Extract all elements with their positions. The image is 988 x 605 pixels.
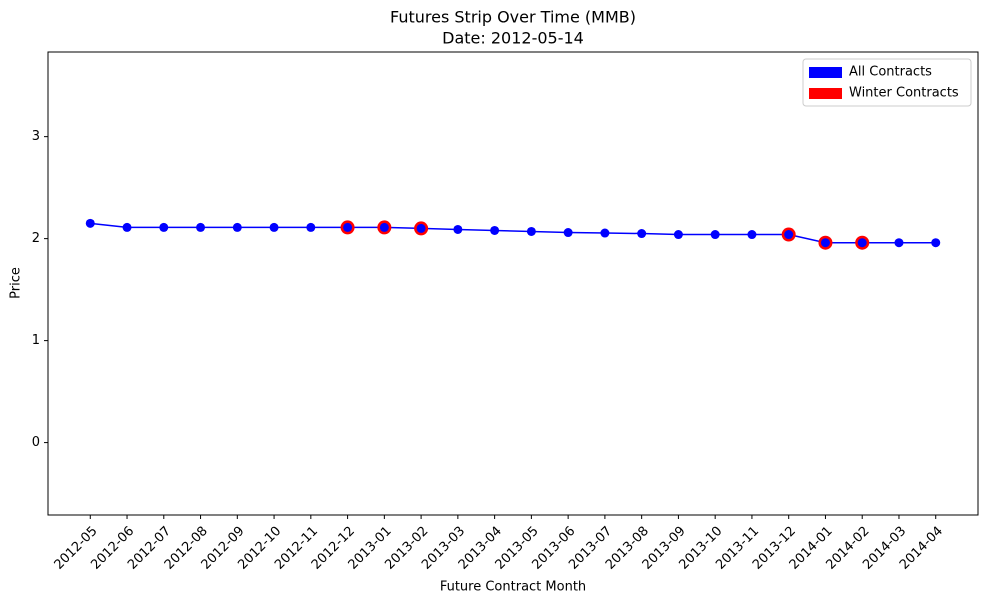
data-point xyxy=(122,222,132,232)
y-tick-label: 1 xyxy=(32,333,40,348)
chart-title: Futures Strip Over Time (MMB) xyxy=(390,8,636,27)
y-tick-label: 2 xyxy=(32,231,40,246)
data-point xyxy=(490,225,500,235)
y-tick-label: 0 xyxy=(32,435,40,450)
data-point xyxy=(857,238,867,248)
legend-label: All Contracts xyxy=(849,65,932,80)
data-point xyxy=(563,228,573,238)
data-point xyxy=(85,218,95,228)
data-point xyxy=(269,222,279,232)
data-point xyxy=(673,230,683,240)
x-axis-label: Future Contract Month xyxy=(440,580,586,595)
legend-swatch xyxy=(809,67,842,78)
data-point xyxy=(453,224,463,234)
data-point xyxy=(306,222,316,232)
legend-box xyxy=(802,58,972,107)
plot-frame xyxy=(47,51,979,516)
data-point xyxy=(343,222,353,232)
data-point xyxy=(232,222,242,232)
y-tick-label: 3 xyxy=(32,129,40,144)
data-point xyxy=(159,222,169,232)
legend-swatch xyxy=(809,88,842,99)
data-point xyxy=(637,229,647,239)
data-point xyxy=(379,222,389,232)
data-point xyxy=(820,238,830,248)
data-point xyxy=(600,228,610,238)
data-point xyxy=(747,230,757,240)
data-point xyxy=(894,238,904,248)
data-point xyxy=(526,226,536,236)
data-point xyxy=(710,230,720,240)
data-point xyxy=(931,238,941,248)
chart-subtitle: Date: 2012-05-14 xyxy=(442,29,584,48)
data-point xyxy=(416,223,426,233)
legend-label: Winter Contracts xyxy=(849,86,959,101)
data-point xyxy=(196,222,206,232)
y-axis-label: Price xyxy=(9,267,24,299)
data-point xyxy=(784,230,794,240)
